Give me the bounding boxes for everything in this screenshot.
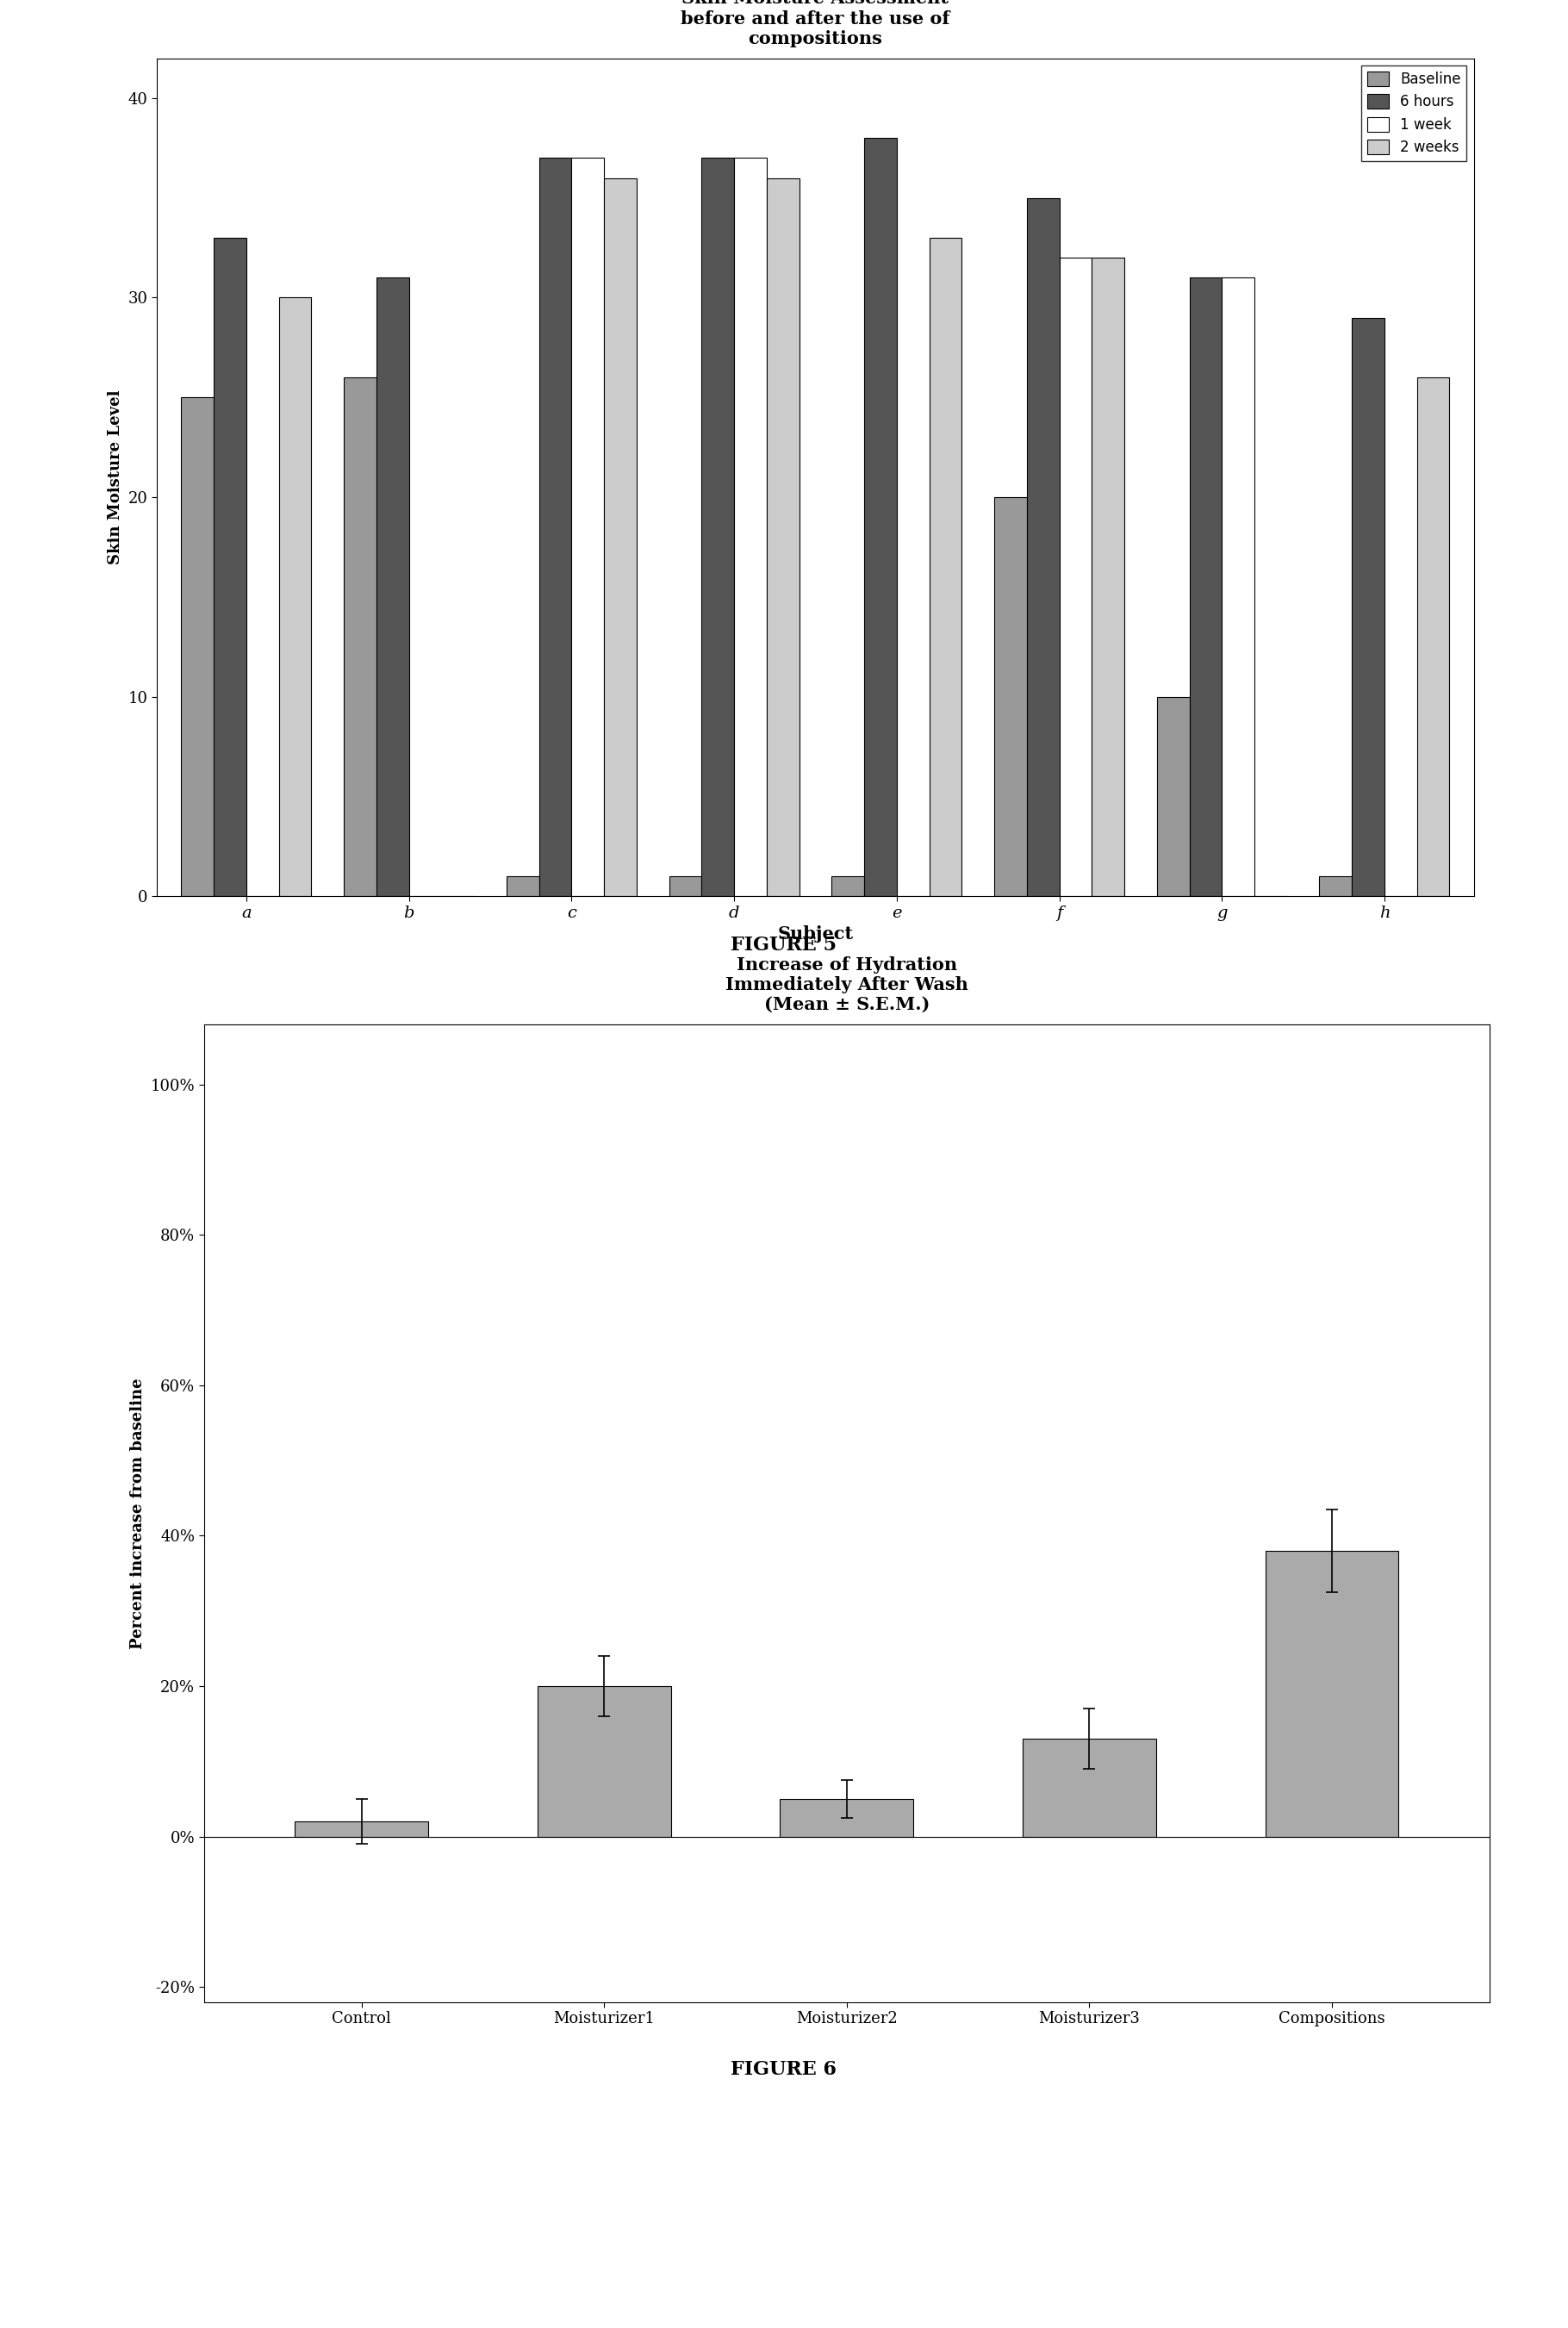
Bar [604,177,637,896]
Bar [1352,317,1385,896]
Legend: Baseline, 6 hours, 1 week, 2 weeks: Baseline, 6 hours, 1 week, 2 weeks [1361,65,1466,161]
Bar [670,875,701,896]
Text: FIGURE 6: FIGURE 6 [731,2060,837,2079]
Bar [182,398,213,896]
Bar [701,158,734,896]
Bar [1221,277,1254,896]
Title: Increase of Hydration
Immediately After Wash
(Mean ± S.E.M.): Increase of Hydration Immediately After … [726,957,967,1013]
Bar [1060,258,1091,896]
Bar [538,1685,671,1837]
Bar [506,875,539,896]
Bar [767,177,800,896]
Title: Skin Moisture Assessment
before and after the use of
compositions: Skin Moisture Assessment before and afte… [681,0,950,47]
Text: FIGURE 5: FIGURE 5 [731,936,837,954]
Bar [779,1800,914,1837]
X-axis label: Subject: Subject [778,927,853,943]
Y-axis label: Percent increase from baseline: Percent increase from baseline [130,1378,146,1648]
Bar [864,137,897,896]
Bar [1190,277,1221,896]
Bar [1265,1550,1399,1837]
Bar [831,875,864,896]
Bar [1022,1739,1156,1837]
Bar [571,158,604,896]
Bar [343,377,376,896]
Bar [1417,377,1449,896]
Bar [930,237,961,896]
Bar [1091,258,1124,896]
Bar [539,158,571,896]
Bar [1027,198,1060,896]
Bar [376,277,409,896]
Bar [1157,696,1190,896]
Bar [295,1820,428,1837]
Bar [734,158,767,896]
Y-axis label: Skin Moisture Level: Skin Moisture Level [108,391,124,563]
Bar [213,237,246,896]
Bar [279,298,312,896]
Bar [994,498,1027,896]
Bar [1319,875,1352,896]
